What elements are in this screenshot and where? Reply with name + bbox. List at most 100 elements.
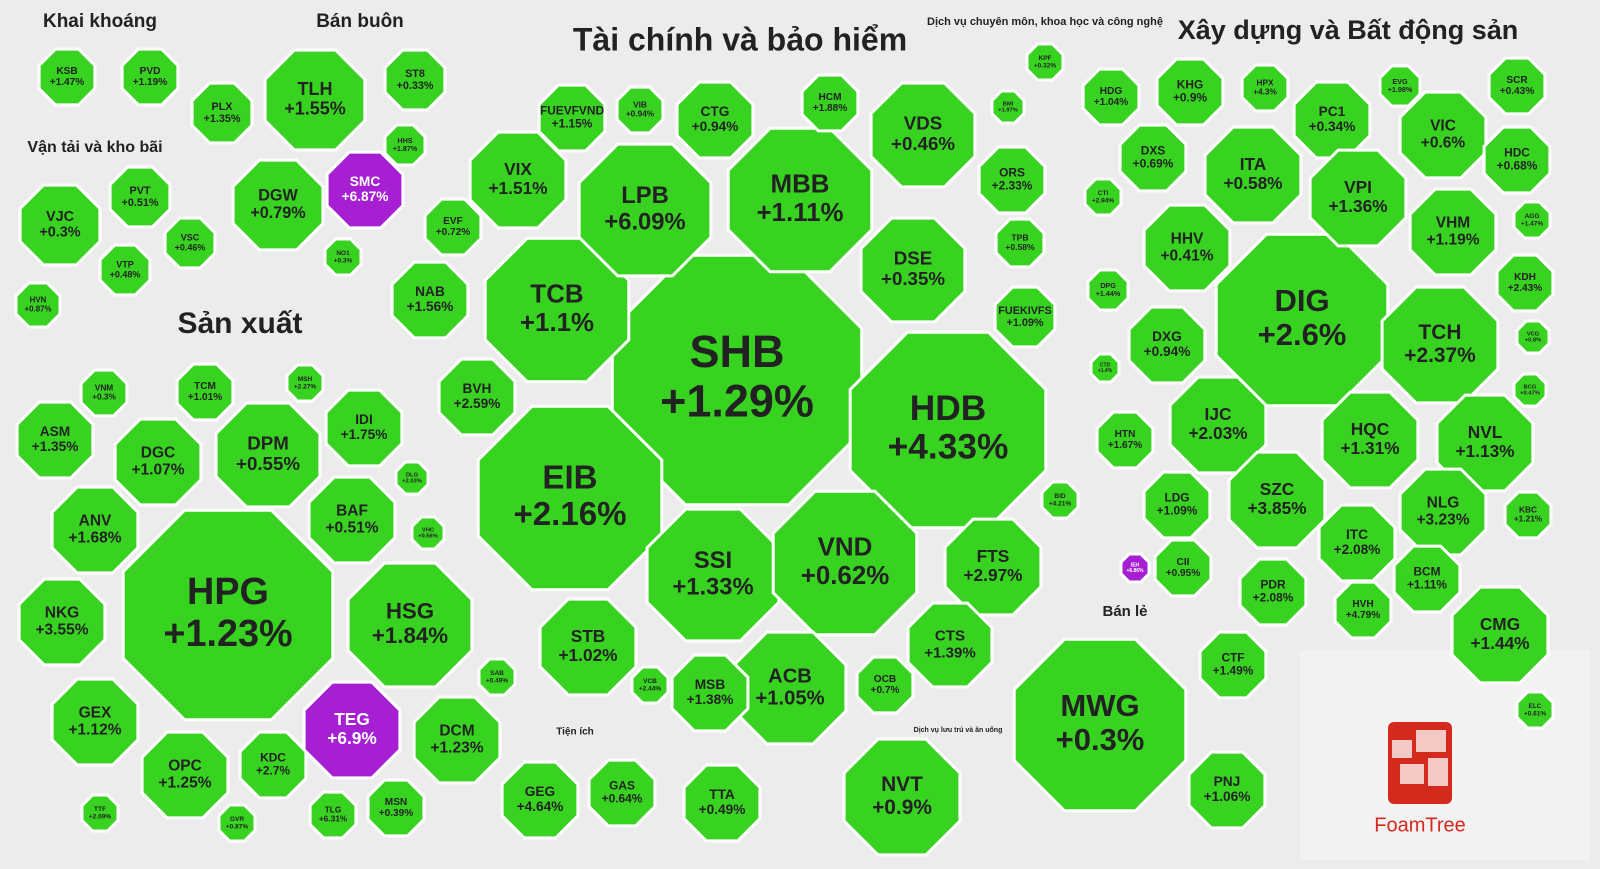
sector-title: Bán buôn (316, 11, 404, 32)
sector-title: Tiện ích (556, 727, 594, 738)
sector-title: Dịch vụ lưu trú và ăn uống (914, 726, 1003, 734)
change: +0.56% (418, 534, 438, 540)
change: +1.47% (1521, 220, 1543, 227)
ticker: DSE (894, 248, 932, 269)
cell-shape (1095, 410, 1155, 470)
ticker: DPM (247, 433, 289, 454)
ticker: ASM (40, 424, 70, 439)
change: +0.69% (1133, 157, 1174, 171)
cell-shape (140, 730, 230, 820)
cell-shape (285, 363, 325, 403)
change: +3.85% (1247, 498, 1306, 518)
change: +0.95% (1166, 568, 1201, 579)
stock-cell: CTI+2.94% (1083, 177, 1123, 217)
cell-shape (214, 401, 322, 509)
change: +2.33% (992, 179, 1033, 193)
stock-cell: ACB+1.05% (732, 630, 848, 746)
change: +0.3% (1056, 722, 1145, 757)
ticker: DLG (406, 472, 419, 478)
stock-cell: HPG+1.23% (121, 508, 335, 722)
stock-cell: LDG+1.09% (1142, 470, 1212, 540)
cell-shape (163, 216, 217, 270)
ticker: BID (1054, 493, 1066, 500)
change: +1.97% (998, 108, 1018, 114)
change: +0.51% (122, 197, 159, 209)
cell-shape (80, 793, 120, 833)
cell-shape (645, 507, 781, 643)
ticker: CTD (1100, 363, 1111, 369)
cell-shape (1119, 552, 1151, 584)
cell-shape (1392, 544, 1462, 614)
cell-shape (390, 260, 470, 340)
cell-shape (50, 677, 140, 767)
ticker: KSB (56, 66, 77, 77)
stock-cell: DGC+1.07% (113, 417, 203, 507)
stock-cell: GEX+1.12% (50, 677, 140, 767)
cell-shape (217, 803, 257, 843)
change: +1.33% (672, 573, 753, 600)
stock-cell: MSB+1.38% (670, 653, 750, 733)
cell-shape (977, 145, 1047, 215)
cell-shape (437, 357, 517, 437)
stock-cell: AGG+1.47% (1512, 200, 1552, 240)
ticker: NVT (881, 773, 923, 796)
ticker: HVN (30, 296, 47, 305)
ticker: VCB (643, 678, 657, 685)
cell-shape (113, 417, 203, 507)
change: +2.09% (89, 813, 111, 820)
ticker: HDG (1100, 86, 1123, 97)
stock-cell: KBC+1.21% (1503, 490, 1553, 540)
stock-cell: DLG+2.03% (394, 460, 430, 496)
cell-shape (1086, 268, 1130, 312)
ticker: NLG (1427, 495, 1460, 512)
change: +1.19% (1426, 232, 1479, 249)
stock-cell: KDC+2.7% (238, 730, 308, 800)
cell-shape (79, 368, 129, 418)
stock-cell: ITA+0.58% (1203, 125, 1303, 225)
change: +1.75% (341, 427, 388, 442)
ticker: VIC (1430, 118, 1456, 135)
ticker: FUEKIVFS (998, 305, 1051, 317)
change: +0.58% (1223, 173, 1282, 193)
stock-cell: VIX+1.51% (468, 130, 568, 230)
change: +0.43% (1500, 86, 1535, 97)
cell-shape (1398, 90, 1488, 180)
stock-cell: DPG+1.44% (1086, 268, 1130, 312)
ticker: IDI (355, 412, 373, 427)
ticker: BVH (463, 381, 492, 396)
stock-cell: BCG+0.47% (1512, 372, 1548, 408)
change: +1.56% (407, 299, 454, 314)
sector: KSB+1.47% PVD+1.19% (37, 47, 180, 107)
ticker: DCM (439, 723, 474, 740)
ticker: VND (818, 534, 873, 562)
change: +1.23% (163, 613, 292, 655)
change: +1.35% (32, 439, 79, 454)
cell-shape (990, 89, 1026, 125)
stock-cell: SCR+0.43% (1487, 56, 1547, 116)
stock-cell: VHC+0.56% (410, 515, 446, 551)
ticker: CMG (1480, 614, 1520, 634)
change: +1.29% (660, 376, 814, 427)
ticker: IJC (1205, 404, 1232, 424)
ticker: GEX (79, 705, 112, 722)
ticker: NKG (45, 605, 79, 622)
change: +2.59% (454, 396, 501, 411)
cell-shape (263, 48, 367, 152)
cell-shape (324, 388, 404, 468)
stock-cell: KSB+1.47% (37, 47, 97, 107)
ticker: TLH (298, 79, 333, 99)
cell-shape (15, 400, 95, 480)
ticker: GEG (525, 784, 555, 799)
stock-cell: VCB+2.44% (630, 665, 670, 705)
stock-cell: ITC+2.08% (1317, 503, 1397, 583)
change: +1.88% (813, 103, 848, 114)
ticker: ITC (1346, 527, 1368, 542)
change: +0.46% (175, 242, 206, 252)
cell-shape (383, 123, 427, 167)
stock-cell: CTD+1.4% (1089, 352, 1121, 384)
change: +0.58% (1005, 242, 1035, 252)
ticker: EVG (1392, 77, 1408, 86)
stock-cell: TTF+2.09% (80, 793, 120, 833)
cell-shape (323, 237, 363, 277)
stock-cell: CTF+1.49% (1198, 630, 1268, 700)
